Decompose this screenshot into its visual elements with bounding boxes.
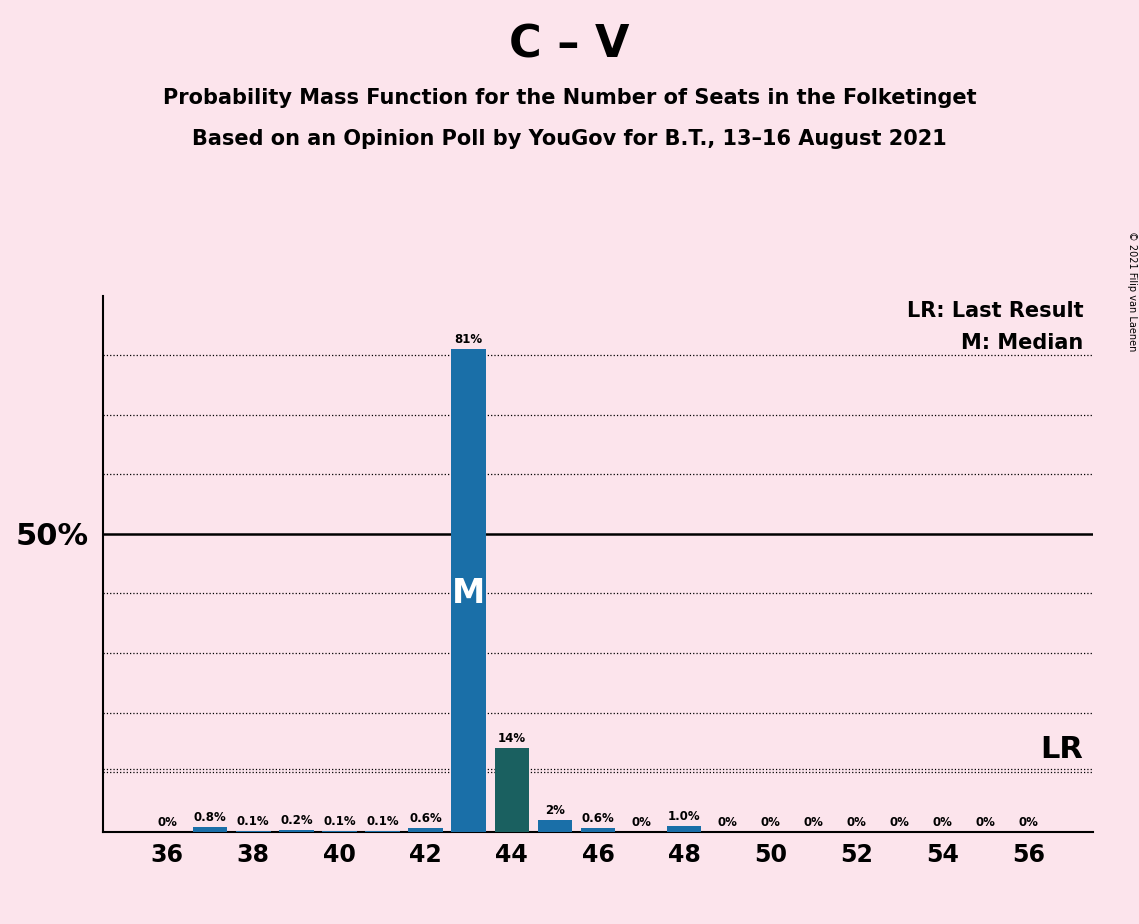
Bar xyxy=(451,349,486,832)
Text: 14%: 14% xyxy=(498,732,526,746)
Text: M: M xyxy=(452,577,485,610)
Bar xyxy=(581,828,615,832)
Text: 0%: 0% xyxy=(890,816,910,829)
Bar xyxy=(279,831,313,832)
Text: 0%: 0% xyxy=(846,816,867,829)
Text: 0%: 0% xyxy=(1019,816,1039,829)
Text: 1.0%: 1.0% xyxy=(667,809,700,822)
Text: 0%: 0% xyxy=(933,816,952,829)
Text: 0%: 0% xyxy=(761,816,780,829)
Text: M: Median: M: Median xyxy=(961,334,1083,353)
Text: 0.1%: 0.1% xyxy=(323,815,355,828)
Text: 0.6%: 0.6% xyxy=(582,812,614,825)
Text: 2%: 2% xyxy=(544,804,565,817)
Text: Based on an Opinion Poll by YouGov for B.T., 13–16 August 2021: Based on an Opinion Poll by YouGov for B… xyxy=(192,129,947,150)
Bar xyxy=(494,748,528,832)
Text: LR: Last Result: LR: Last Result xyxy=(907,301,1083,321)
Text: 0.6%: 0.6% xyxy=(409,812,442,825)
Bar xyxy=(192,827,228,832)
Bar xyxy=(667,826,702,832)
Text: C – V: C – V xyxy=(509,23,630,67)
Text: 0%: 0% xyxy=(803,816,823,829)
Text: 0%: 0% xyxy=(718,816,737,829)
Text: LR: LR xyxy=(1041,735,1083,764)
Text: 0%: 0% xyxy=(157,816,177,829)
Text: 0.8%: 0.8% xyxy=(194,811,227,824)
Bar xyxy=(538,820,572,832)
Text: 0%: 0% xyxy=(976,816,995,829)
Text: 0%: 0% xyxy=(631,816,652,829)
Bar xyxy=(409,828,443,832)
Text: 0.1%: 0.1% xyxy=(237,815,270,828)
Text: © 2021 Filip van Laenen: © 2021 Filip van Laenen xyxy=(1126,231,1137,351)
Text: Probability Mass Function for the Number of Seats in the Folketinget: Probability Mass Function for the Number… xyxy=(163,88,976,108)
Text: 0.2%: 0.2% xyxy=(280,814,313,827)
Text: 0.1%: 0.1% xyxy=(367,815,399,828)
Text: 81%: 81% xyxy=(454,334,483,346)
